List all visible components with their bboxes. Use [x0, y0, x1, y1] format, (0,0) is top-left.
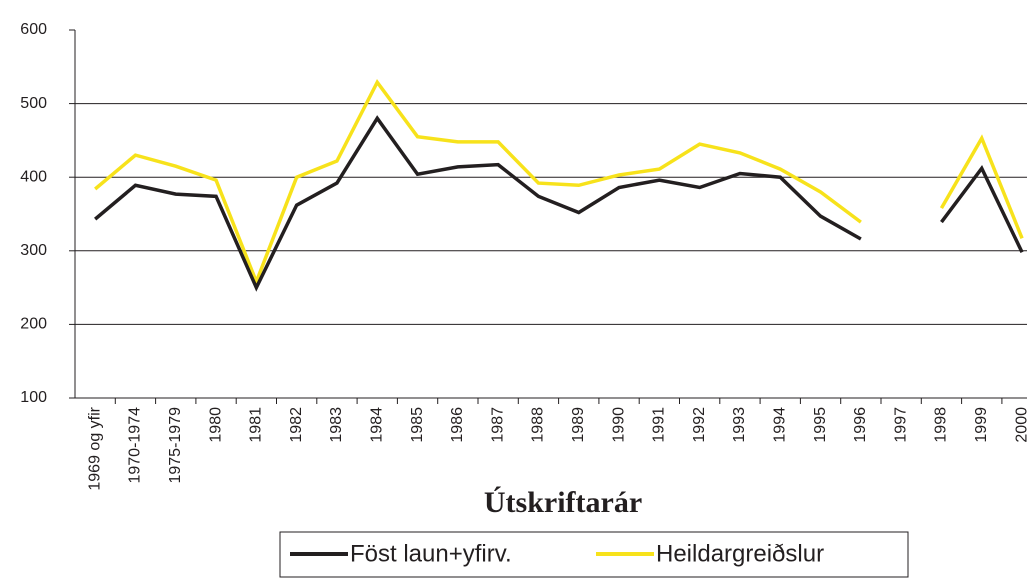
y-tick-label: 500	[20, 95, 47, 112]
legend-label: Föst laun+yfirv.	[350, 540, 512, 567]
y-tick-label: 100	[20, 389, 47, 406]
x-tick-label: 1992	[691, 407, 708, 443]
x-tick-label: 1999	[973, 407, 990, 443]
y-tick-label: 600	[20, 21, 47, 38]
x-tick-label: 2000	[1013, 407, 1027, 443]
x-axis-label: Útskriftarár	[484, 486, 642, 519]
x-tick-label: 1996	[852, 407, 869, 443]
x-tick-label: 1997	[892, 407, 909, 443]
legend-label: Heildargreiðslur	[656, 540, 824, 567]
x-tick-label: 1986	[449, 407, 466, 443]
series-line	[94, 78, 1024, 287]
legend-box	[279, 531, 909, 578]
series-line	[94, 115, 1024, 292]
x-tick-label: 1993	[731, 407, 748, 443]
x-tick-label: 1988	[530, 407, 547, 443]
x-tick-label: 1998	[933, 407, 950, 443]
x-tick-label: 1990	[610, 407, 627, 443]
x-tick-label: 1983	[328, 407, 345, 443]
x-tick-label: 1970-1974	[127, 407, 144, 484]
x-tick-label: 1989	[570, 407, 587, 443]
y-tick-label: 400	[20, 168, 47, 185]
x-tick-label: 1982	[288, 407, 305, 443]
y-tick-label: 300	[20, 242, 47, 259]
x-tick-label: 1981	[248, 407, 265, 443]
x-tick-label: 1975-1979	[167, 407, 184, 484]
x-tick-label: 1991	[651, 407, 668, 443]
x-tick-label: 1995	[812, 407, 829, 443]
x-tick-label: 1984	[368, 407, 385, 443]
y-tick-label: 200	[20, 316, 47, 333]
x-tick-label: 1987	[489, 407, 506, 443]
x-tick-label: 1985	[409, 407, 426, 443]
x-tick-label: 1994	[771, 407, 788, 443]
x-tick-label: 1969 og yfir	[86, 406, 103, 490]
x-tick-label: 1980	[207, 407, 224, 443]
